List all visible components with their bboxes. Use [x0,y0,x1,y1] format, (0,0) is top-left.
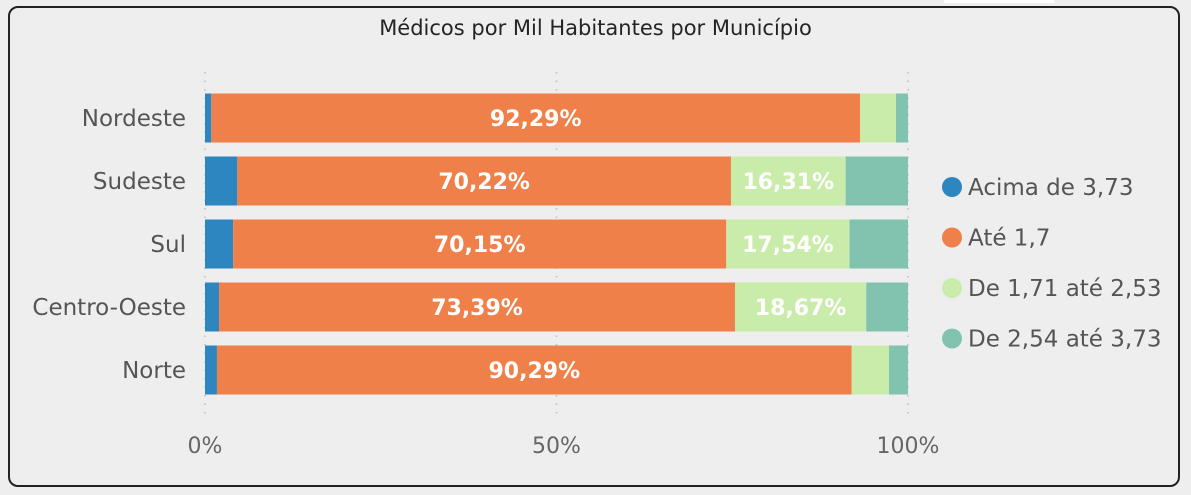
bar-sudeste-ate-1-7[interactable] [237,156,731,206]
value-axis: 0% 50% 100% [188,434,940,459]
category-label-nordeste: Nordeste [82,106,186,132]
legend-item-acima-de-3-73[interactable]: Acima de 3,73 [942,175,1133,201]
bar-nordeste-de-2-54-ate-3-73[interactable] [895,93,908,143]
legend-item-ate-1-7[interactable]: Até 1,7 [942,226,1050,252]
tick-label-50: 50% [532,434,581,459]
bar-sul-ate-1-7[interactable] [233,219,727,269]
header-strip [944,0,1054,3]
legend-marker [942,227,962,248]
bar-nordeste-acima-de-3-73[interactable] [205,93,212,143]
legend-item-de-2-54-ate-3-73[interactable]: De 2,54 até 3,73 [942,327,1161,353]
data-label-norte-ate-1-7: 90,29% [489,359,581,384]
bar-sudeste-de-1-71-ate-2-53[interactable] [730,156,846,206]
data-label-sul-de-1-71-ate-2-53: 17,54% [742,233,834,258]
bar-norte-de-1-71-ate-2-53[interactable] [851,345,889,395]
legend-label: Até 1,7 [968,226,1050,252]
bar-centro-oeste-ate-1-7[interactable] [219,282,735,332]
data-label-nordeste-ate-1-7: 92,29% [490,107,582,132]
bar-sul-acima-de-3-73[interactable] [205,219,234,269]
data-labels: 92,29% 70,22% 16,31% 70,15% 17,54% 73,39% 18,6… [431,107,846,384]
bar-sul-de-2-54-ate-3-73[interactable] [849,219,908,269]
legend: Acima de 3,73 Até 1,7 De 1,71 até 2,53 De 2… [942,175,1161,353]
legend-label: De 2,54 até 3,73 [968,327,1161,353]
category-label-norte: Norte [122,358,186,384]
category-label-sudeste: Sudeste [93,169,186,195]
legend-item-de-1-71-ate-2-53[interactable]: De 1,71 até 2,53 [942,276,1161,302]
legend-label: De 1,71 até 2,53 [968,276,1161,302]
legend-marker [942,177,962,197]
bar-nordeste-de-1-71-ate-2-53[interactable] [860,93,896,143]
bar-norte-acima-de-3-73[interactable] [205,345,217,395]
data-label-sudeste-ate-1-7: 70,22% [438,170,530,195]
category-label-centro-oeste: Centro-Oeste [32,295,186,321]
legend-marker [942,278,962,298]
bar-norte-de-2-54-ate-3-73[interactable] [888,345,908,395]
legend-label: Acima de 3,73 [968,175,1133,201]
tick-label-100: 100% [877,434,940,459]
bar-sul-de-1-71-ate-2-53[interactable] [726,219,850,269]
bar-centro-oeste-acima-de-3-73[interactable] [205,282,220,332]
bar-sudeste-acima-de-3-73[interactable] [205,156,238,206]
chart-title: Médicos por Mil Habitantes por Município [379,16,812,40]
bar-sudeste-de-2-54-ate-3-73[interactable] [845,156,908,206]
bar-nordeste-ate-1-7[interactable] [211,93,861,143]
bars [205,93,908,395]
data-label-sudeste-de-1-71-ate-2-53: 16,31% [742,170,834,195]
category-axis: Nordeste Sudeste Sul Centro-Oeste Norte [32,106,186,384]
category-label-sul: Sul [150,232,186,258]
bar-centro-oeste-de-2-54-ate-3-73[interactable] [866,282,908,332]
bar-norte-ate-1-7[interactable] [216,345,852,395]
legend-marker [942,328,962,349]
tick-label-0: 0% [188,434,223,459]
bar-centro-oeste-de-1-71-ate-2-53[interactable] [734,282,867,332]
data-label-sul-ate-1-7: 70,15% [434,233,526,258]
data-label-centro-oeste-ate-1-7: 73,39% [431,296,523,321]
data-label-centro-oeste-de-1-71-ate-2-53: 18,67% [755,296,847,321]
